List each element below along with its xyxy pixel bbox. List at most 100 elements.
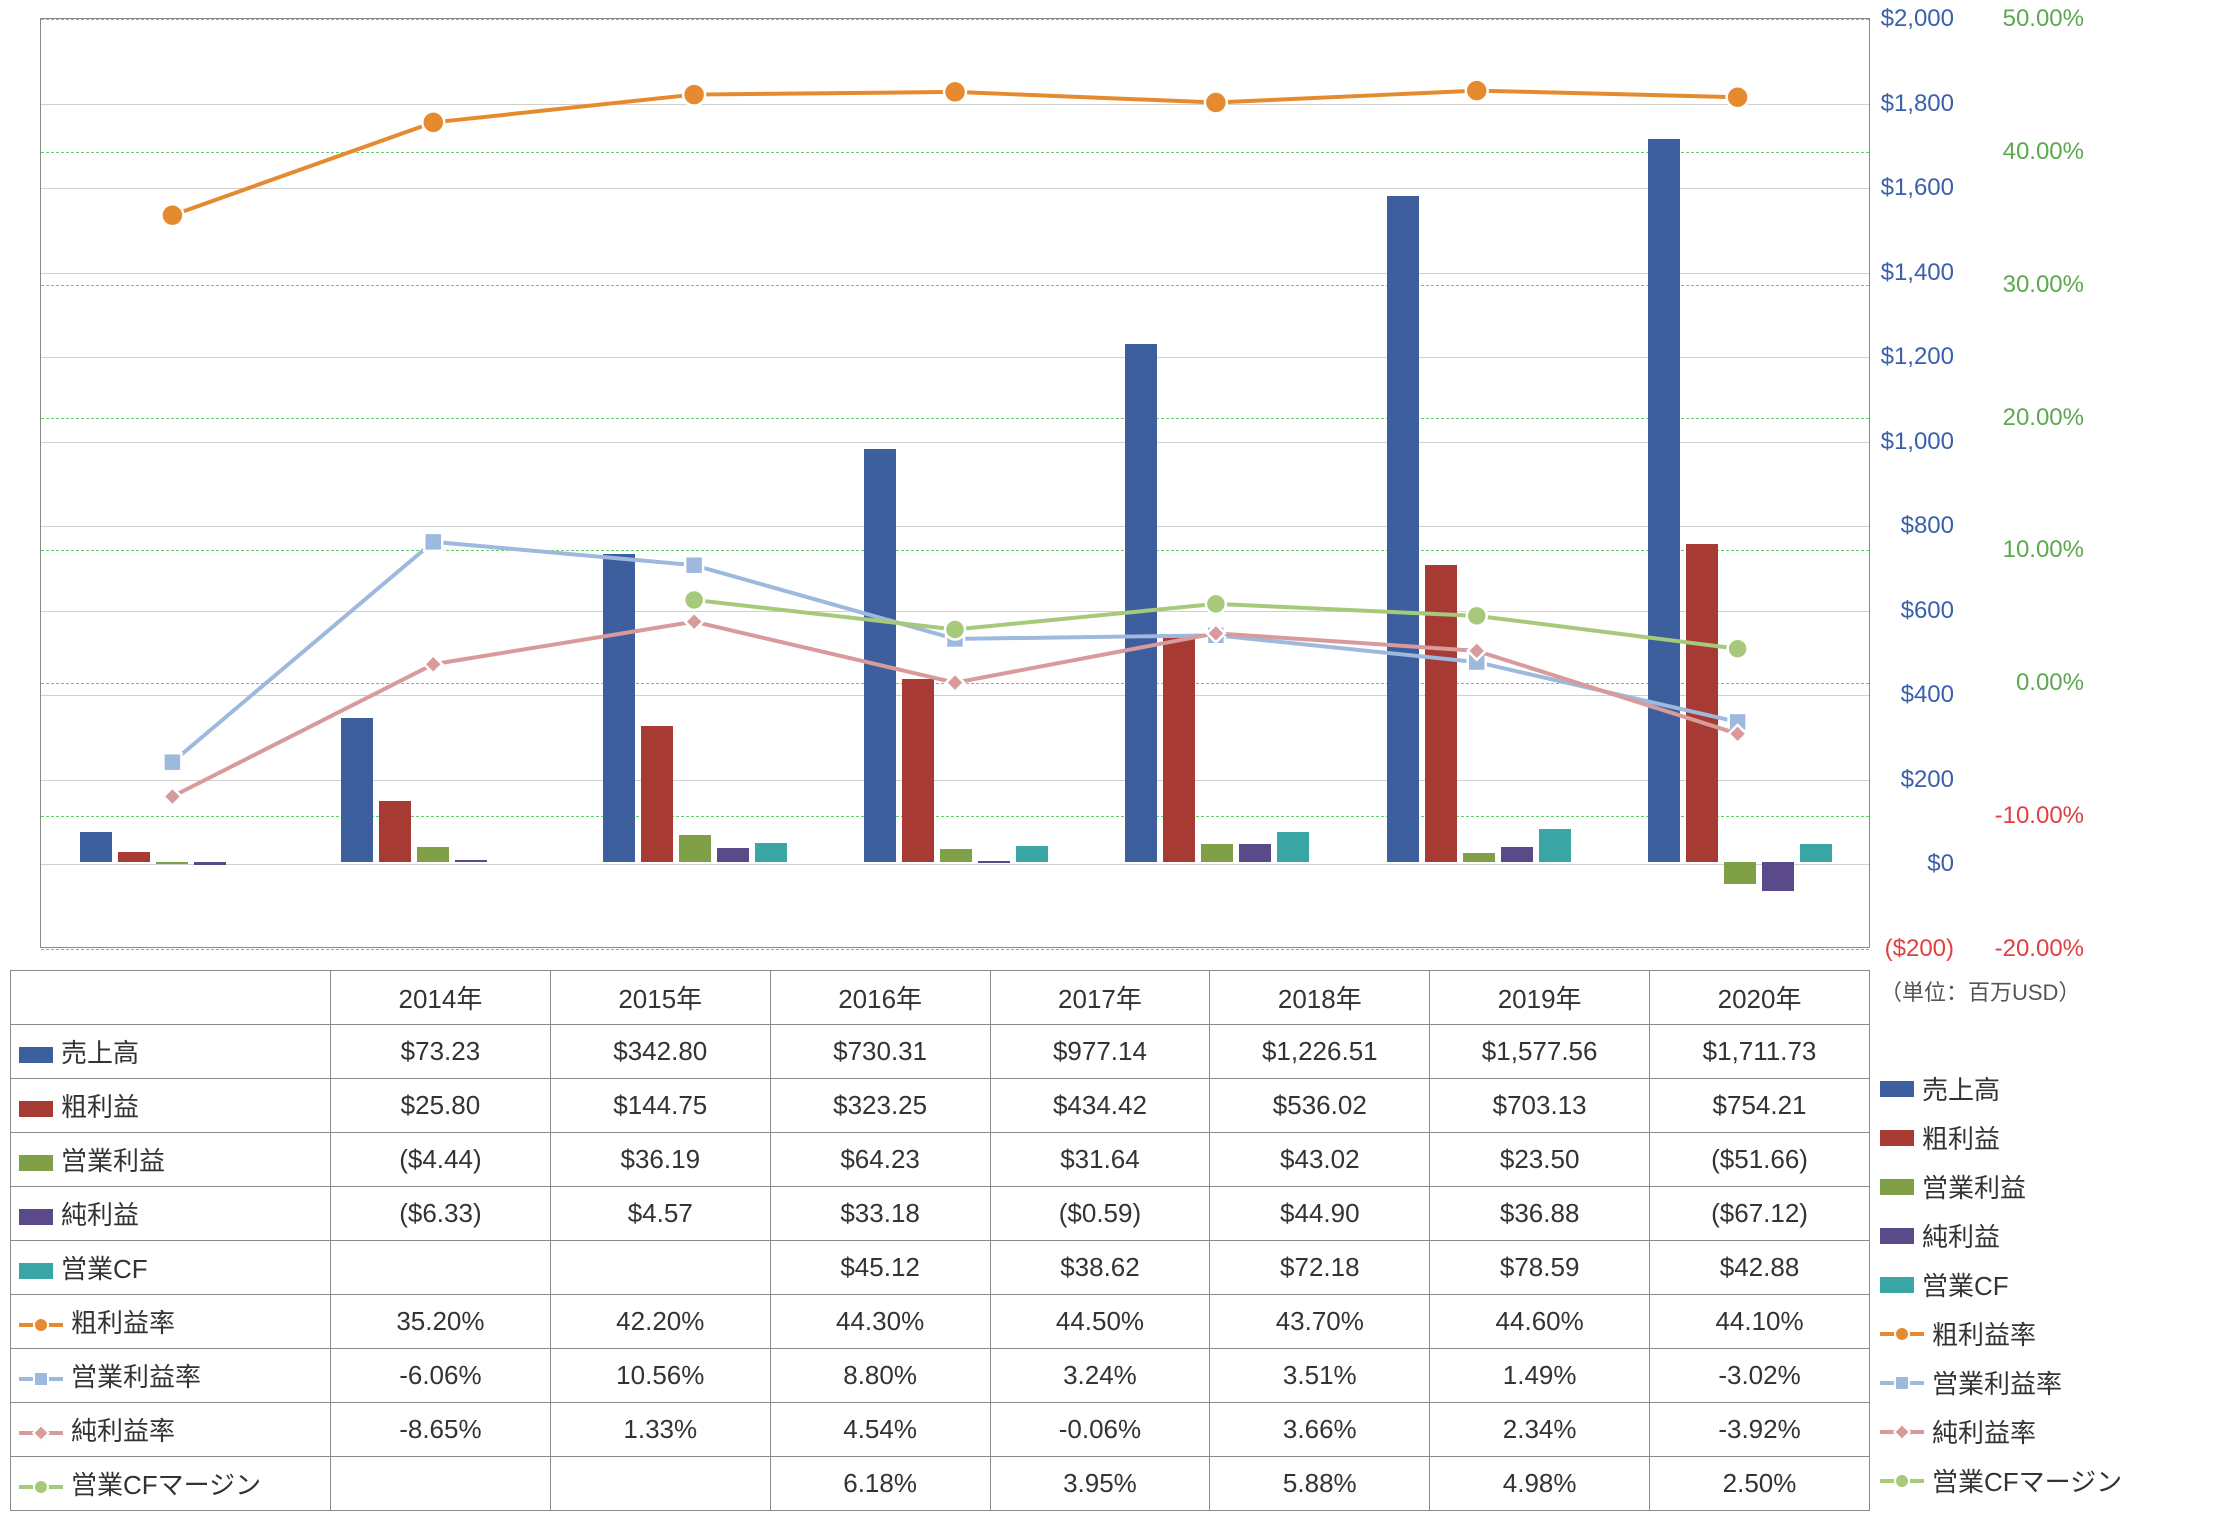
table-row-label: 純利益 [11, 1187, 331, 1241]
legend-item: 営業CF [1880, 1260, 2210, 1309]
table-year-header: 2020年 [1650, 971, 1870, 1025]
table-cell: 44.30% [770, 1295, 990, 1349]
table-cell: $78.59 [1430, 1241, 1650, 1295]
table-cell: 42.20% [550, 1295, 770, 1349]
secondary-axis-label: 20.00% [1974, 404, 2084, 432]
legend-item: 純利益率 [1880, 1407, 2210, 1456]
table-row-label: 営業CFマージン [11, 1457, 331, 1511]
table-cell: ($0.59) [990, 1187, 1210, 1241]
table-cell: $730.31 [770, 1025, 990, 1079]
table-cell: $536.02 [1210, 1079, 1430, 1133]
table-cell: $33.18 [770, 1187, 990, 1241]
table-cell: 3.51% [1210, 1349, 1430, 1403]
table-cell [331, 1457, 551, 1511]
table-cell: $36.88 [1430, 1187, 1650, 1241]
table-year-header: 2014年 [331, 971, 551, 1025]
table-cell: $64.23 [770, 1133, 990, 1187]
table-cell: $44.90 [1210, 1187, 1430, 1241]
table-cell: 8.80% [770, 1349, 990, 1403]
table-cell: $1,226.51 [1210, 1025, 1430, 1079]
primary-axis-label: $1,800 [1874, 90, 1954, 118]
primary-axis-label: $1,600 [1874, 174, 1954, 202]
table-cell: 1.49% [1430, 1349, 1650, 1403]
table-row-label: 粗利益 [11, 1079, 331, 1133]
table-row-label: 粗利益率 [11, 1295, 331, 1349]
table-row-label: 売上高 [11, 1025, 331, 1079]
secondary-axis-label: 30.00% [1974, 271, 2084, 299]
primary-axis-label: $1,400 [1874, 259, 1954, 287]
table-cell: $36.19 [550, 1133, 770, 1187]
table-cell: 3.24% [990, 1349, 1210, 1403]
table-cell: $45.12 [770, 1241, 990, 1295]
table-cell: $144.75 [550, 1079, 770, 1133]
table-cell: 4.54% [770, 1403, 990, 1457]
table-row-label: 営業CF [11, 1241, 331, 1295]
primary-axis-label: $600 [1874, 597, 1954, 625]
table-cell: 3.66% [1210, 1403, 1430, 1457]
primary-axis-label: $800 [1874, 512, 1954, 540]
table-cell: ($51.66) [1650, 1133, 1870, 1187]
legend-item: 営業利益 [1880, 1162, 2210, 1211]
table-row-label: 営業利益 [11, 1133, 331, 1187]
table-cell: 43.70% [1210, 1295, 1430, 1349]
table-year-header: 2018年 [1210, 971, 1430, 1025]
table-cell: $43.02 [1210, 1133, 1430, 1187]
table-cell: ($6.33) [331, 1187, 551, 1241]
primary-axis-label: $400 [1874, 681, 1954, 709]
table-cell: 2.34% [1430, 1403, 1650, 1457]
table-cell: $342.80 [550, 1025, 770, 1079]
table-cell: 35.20% [331, 1295, 551, 1349]
table-cell: -3.92% [1650, 1403, 1870, 1457]
primary-axis-label: $1,200 [1874, 343, 1954, 371]
table-cell [550, 1241, 770, 1295]
line-series-layer [41, 19, 1869, 947]
primary-axis-label: $0 [1874, 850, 1954, 878]
table-cell [331, 1241, 551, 1295]
table-cell: ($4.44) [331, 1133, 551, 1187]
primary-axis-label: ($200) [1874, 935, 1954, 963]
table-cell: $977.14 [990, 1025, 1210, 1079]
legend-item: 粗利益率 [1880, 1309, 2210, 1358]
chart-area: ($200) $0 $200 $400 $600 $800 $1,000 $1,200 $1,4… [10, 10, 2211, 970]
table-cell: $72.18 [1210, 1241, 1430, 1295]
table-cell: $434.42 [990, 1079, 1210, 1133]
table-cell: -6.06% [331, 1349, 551, 1403]
table-year-header: 2016年 [770, 971, 990, 1025]
legend-item: 粗利益 [1880, 1113, 2210, 1162]
table-cell: 4.98% [1430, 1457, 1650, 1511]
primary-axis-label: $2,000 [1874, 5, 1954, 33]
secondary-axis-label: 50.00% [1974, 5, 2084, 33]
table-row-label: 純利益率 [11, 1403, 331, 1457]
table-cell: $73.23 [331, 1025, 551, 1079]
table-cell: $1,577.56 [1430, 1025, 1650, 1079]
table-cell: $25.80 [331, 1079, 551, 1133]
table-cell: $4.57 [550, 1187, 770, 1241]
secondary-axis-label: -20.00% [1974, 935, 2084, 963]
unit-label: （単位：百万USD） [1880, 975, 2080, 1007]
table-year-header: 2015年 [550, 971, 770, 1025]
table-cell: 2.50% [1650, 1457, 1870, 1511]
primary-axis-label: $200 [1874, 766, 1954, 794]
table-cell: 3.95% [990, 1457, 1210, 1511]
chart-container: ($200) $0 $200 $400 $600 $800 $1,000 $1,200 $1,4… [10, 10, 2211, 1511]
table-cell: $23.50 [1430, 1133, 1650, 1187]
secondary-axis-label: -10.00% [1974, 802, 2084, 830]
primary-axis-label: $1,000 [1874, 428, 1954, 456]
secondary-axis-label: 0.00% [1974, 669, 2084, 697]
right-legend: 売上高粗利益営業利益純利益営業CF粗利益率営業利益率純利益率営業CFマージン [1880, 1015, 2210, 1505]
legend-item: 純利益 [1880, 1211, 2210, 1260]
table-year-header: 2017年 [990, 971, 1210, 1025]
legend-item: 営業CFマージン [1880, 1456, 2210, 1505]
table-corner [11, 971, 331, 1025]
table-cell [550, 1457, 770, 1511]
plot-region: ($200)$0$200$400$600$800$1,000$1,200$1,4… [40, 18, 1870, 948]
table-cell: ($67.12) [1650, 1187, 1870, 1241]
table-cell: 44.50% [990, 1295, 1210, 1349]
table-cell: -0.06% [990, 1403, 1210, 1457]
table-cell: 5.88% [1210, 1457, 1430, 1511]
table-cell: 10.56% [550, 1349, 770, 1403]
legend-item: 売上高 [1880, 1064, 2210, 1113]
table-cell: -8.65% [331, 1403, 551, 1457]
table-cell: -3.02% [1650, 1349, 1870, 1403]
table-cell: $31.64 [990, 1133, 1210, 1187]
